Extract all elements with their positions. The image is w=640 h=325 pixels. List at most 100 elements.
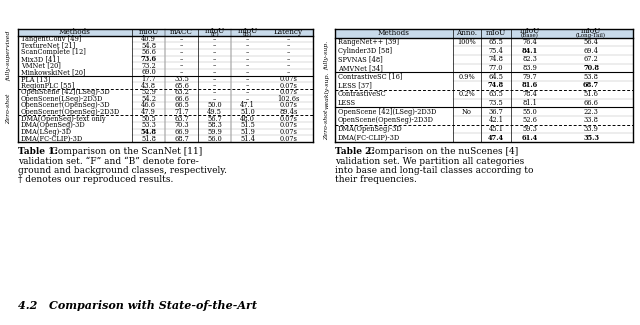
Text: mIoU: mIoU [486, 29, 506, 37]
Text: –: – [213, 68, 216, 76]
Text: 76.4: 76.4 [523, 38, 538, 46]
Text: 78.4: 78.4 [523, 90, 538, 98]
Text: –: – [180, 61, 183, 70]
Text: their frequencies.: their frequencies. [335, 176, 417, 185]
Text: 79.7: 79.7 [523, 73, 538, 81]
Text: 43.8: 43.8 [141, 82, 156, 89]
Text: 0.9%: 0.9% [459, 73, 476, 81]
Text: VMNet [20]: VMNet [20] [21, 61, 61, 70]
Text: –: – [180, 35, 183, 43]
Text: 56.4: 56.4 [584, 38, 598, 46]
Text: OpenScene(LSeg)-2D3D: OpenScene(LSeg)-2D3D [21, 95, 104, 103]
Text: 84.1: 84.1 [522, 47, 538, 55]
Text: DMA(FC-CLIP)-3D: DMA(FC-CLIP)-3D [21, 135, 83, 143]
Text: OpenScene [42](LSeg)-3D: OpenScene [42](LSeg)-3D [21, 88, 109, 96]
Text: OpenScene†(OpenSeg)-3D: OpenScene†(OpenSeg)-3D [21, 101, 111, 110]
Text: 56.0: 56.0 [207, 135, 222, 143]
Text: 83.9: 83.9 [523, 64, 538, 72]
Text: ContrastiveSC [16]: ContrastiveSC [16] [338, 73, 403, 81]
Text: Cylinder3D [58]: Cylinder3D [58] [338, 47, 392, 55]
Text: –: – [213, 88, 216, 96]
Text: (B): (B) [243, 32, 252, 37]
Text: 50.0: 50.0 [207, 101, 222, 110]
Text: 66.6: 66.6 [584, 99, 598, 107]
Text: 55.0: 55.0 [523, 108, 538, 116]
Text: –: – [213, 35, 216, 43]
Text: –: – [246, 68, 249, 76]
Text: OpenScene [42](LSeg)-2D3D: OpenScene [42](LSeg)-2D3D [338, 108, 436, 116]
Text: SPVNAS [48]: SPVNAS [48] [338, 56, 383, 63]
Text: –: – [287, 48, 290, 56]
Text: 74.8: 74.8 [488, 56, 504, 63]
Text: MinkowskiNet [20]: MinkowskiNet [20] [21, 68, 86, 76]
Text: ContrastiveSC: ContrastiveSC [338, 90, 387, 98]
Text: RegionPLC [55]: RegionPLC [55] [21, 82, 74, 89]
Text: –: – [246, 82, 249, 89]
Text: OpenScene(OpenSeg)-2D3D: OpenScene(OpenSeg)-2D3D [338, 116, 434, 124]
Text: Latency: Latency [274, 28, 303, 36]
Text: 81.1: 81.1 [523, 99, 538, 107]
Text: fully-sup.: fully-sup. [324, 40, 330, 70]
Text: 68.7: 68.7 [583, 82, 599, 89]
Text: 82.3: 82.3 [523, 56, 538, 63]
Text: –: – [180, 68, 183, 76]
Text: No: No [462, 108, 472, 116]
Text: mIoU: mIoU [138, 28, 159, 36]
Text: 33.8: 33.8 [584, 116, 598, 124]
Text: 0.07s: 0.07s [280, 121, 298, 129]
Text: 53.3: 53.3 [141, 121, 156, 129]
Text: 36.7: 36.7 [488, 108, 504, 116]
Text: 42.1: 42.1 [488, 116, 504, 124]
Text: 64.5: 64.5 [488, 73, 504, 81]
Text: 59.3: 59.3 [523, 125, 538, 133]
Bar [335, 29, 633, 38]
Text: 81.6: 81.6 [522, 82, 538, 89]
Text: –: – [246, 95, 249, 103]
Text: 51.4: 51.4 [240, 135, 255, 143]
Text: validation set. We partition all categories: validation set. We partition all categor… [335, 157, 524, 165]
Text: Table 1:: Table 1: [18, 147, 58, 156]
Text: 54.8: 54.8 [141, 42, 156, 50]
Text: 40.9: 40.9 [141, 35, 156, 43]
Text: TangentConv [49]: TangentConv [49] [21, 35, 81, 43]
Text: 35.3: 35.3 [583, 134, 599, 142]
Text: 51.6: 51.6 [584, 90, 598, 98]
Text: 65.5: 65.5 [488, 38, 504, 46]
Text: –: – [213, 75, 216, 83]
Text: 89.4s: 89.4s [279, 108, 298, 116]
Text: 51.8: 51.8 [141, 135, 156, 143]
Text: –: – [180, 55, 183, 63]
Text: validation set. “F” and “B” denote fore-: validation set. “F” and “B” denote fore- [18, 157, 199, 165]
Text: Zero-shot: Zero-shot [324, 110, 330, 140]
Text: (F): (F) [210, 32, 219, 37]
Text: mIoU: mIoU [204, 27, 225, 35]
Text: 69.4: 69.4 [584, 47, 598, 55]
Text: 63.5: 63.5 [488, 90, 504, 98]
Text: 102.6s: 102.6s [277, 95, 300, 103]
Text: –: – [246, 35, 249, 43]
Text: 70.8: 70.8 [583, 64, 599, 72]
Text: 100%: 100% [458, 38, 476, 46]
Text: 17.7: 17.7 [141, 75, 156, 83]
Text: PLA [13]: PLA [13] [21, 75, 51, 83]
Text: 59.9: 59.9 [207, 128, 222, 136]
Text: 69.0: 69.0 [141, 68, 156, 76]
Text: TextureNet [21]: TextureNet [21] [21, 42, 76, 50]
Text: mIoU: mIoU [581, 27, 601, 35]
Text: 58.3: 58.3 [207, 121, 222, 129]
Text: DMA(LSeg)-3D: DMA(LSeg)-3D [21, 128, 72, 136]
Text: Methods: Methods [378, 29, 410, 37]
Text: –: – [213, 61, 216, 70]
Text: 49.5: 49.5 [207, 108, 222, 116]
Text: 75.4: 75.4 [488, 47, 504, 55]
Text: 54.2: 54.2 [141, 95, 156, 103]
Text: 0.07s: 0.07s [280, 101, 298, 110]
Text: 54.8: 54.8 [141, 128, 157, 136]
Text: –: – [287, 55, 290, 63]
Text: RangeNet++ [39]: RangeNet++ [39] [338, 38, 399, 46]
Text: 46.6: 46.6 [141, 101, 156, 110]
Text: 51.5: 51.5 [240, 121, 255, 129]
Text: 73.2: 73.2 [141, 61, 156, 70]
Text: 73.6: 73.6 [140, 55, 157, 63]
Text: –: – [213, 55, 216, 63]
